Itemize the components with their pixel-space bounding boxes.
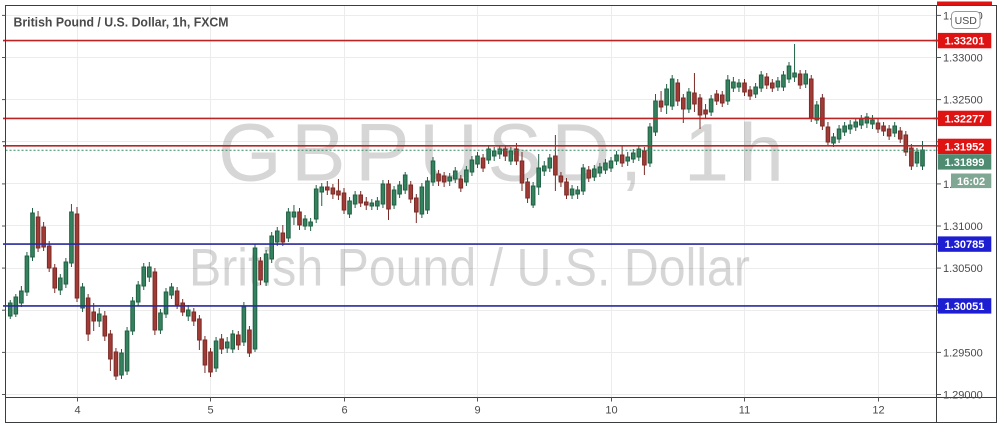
svg-text:4: 4 xyxy=(74,405,80,417)
svg-text:USD: USD xyxy=(955,15,978,27)
svg-text:1.32277: 1.32277 xyxy=(945,113,985,125)
svg-text:1.29000: 1.29000 xyxy=(943,390,983,402)
svg-text:British Pound / U.S. Dollar, 1: British Pound / U.S. Dollar, 1h, FXCM xyxy=(14,15,229,30)
svg-text:1.33201: 1.33201 xyxy=(945,36,985,48)
svg-text:1.31952: 1.31952 xyxy=(945,141,985,153)
svg-text:1.30500: 1.30500 xyxy=(943,263,983,275)
svg-text:12: 12 xyxy=(872,405,884,417)
svg-text:5: 5 xyxy=(207,405,213,417)
svg-text:1.33000: 1.33000 xyxy=(943,53,983,65)
svg-text:6: 6 xyxy=(341,405,347,417)
svg-text:1.29500: 1.29500 xyxy=(943,347,983,359)
svg-text:1.31000: 1.31000 xyxy=(943,221,983,233)
svg-text:10: 10 xyxy=(605,405,617,417)
svg-text:16:02: 16:02 xyxy=(957,176,985,188)
svg-text:1.31899: 1.31899 xyxy=(945,157,985,169)
svg-text:1.32500: 1.32500 xyxy=(943,95,983,107)
svg-text:1.30051: 1.30051 xyxy=(945,301,985,313)
svg-text:9: 9 xyxy=(474,405,480,417)
svg-text:British Pound / U.S. Dollar: British Pound / U.S. Dollar xyxy=(189,238,750,297)
svg-text:1.30785: 1.30785 xyxy=(945,239,985,251)
svg-text:11: 11 xyxy=(739,405,750,417)
